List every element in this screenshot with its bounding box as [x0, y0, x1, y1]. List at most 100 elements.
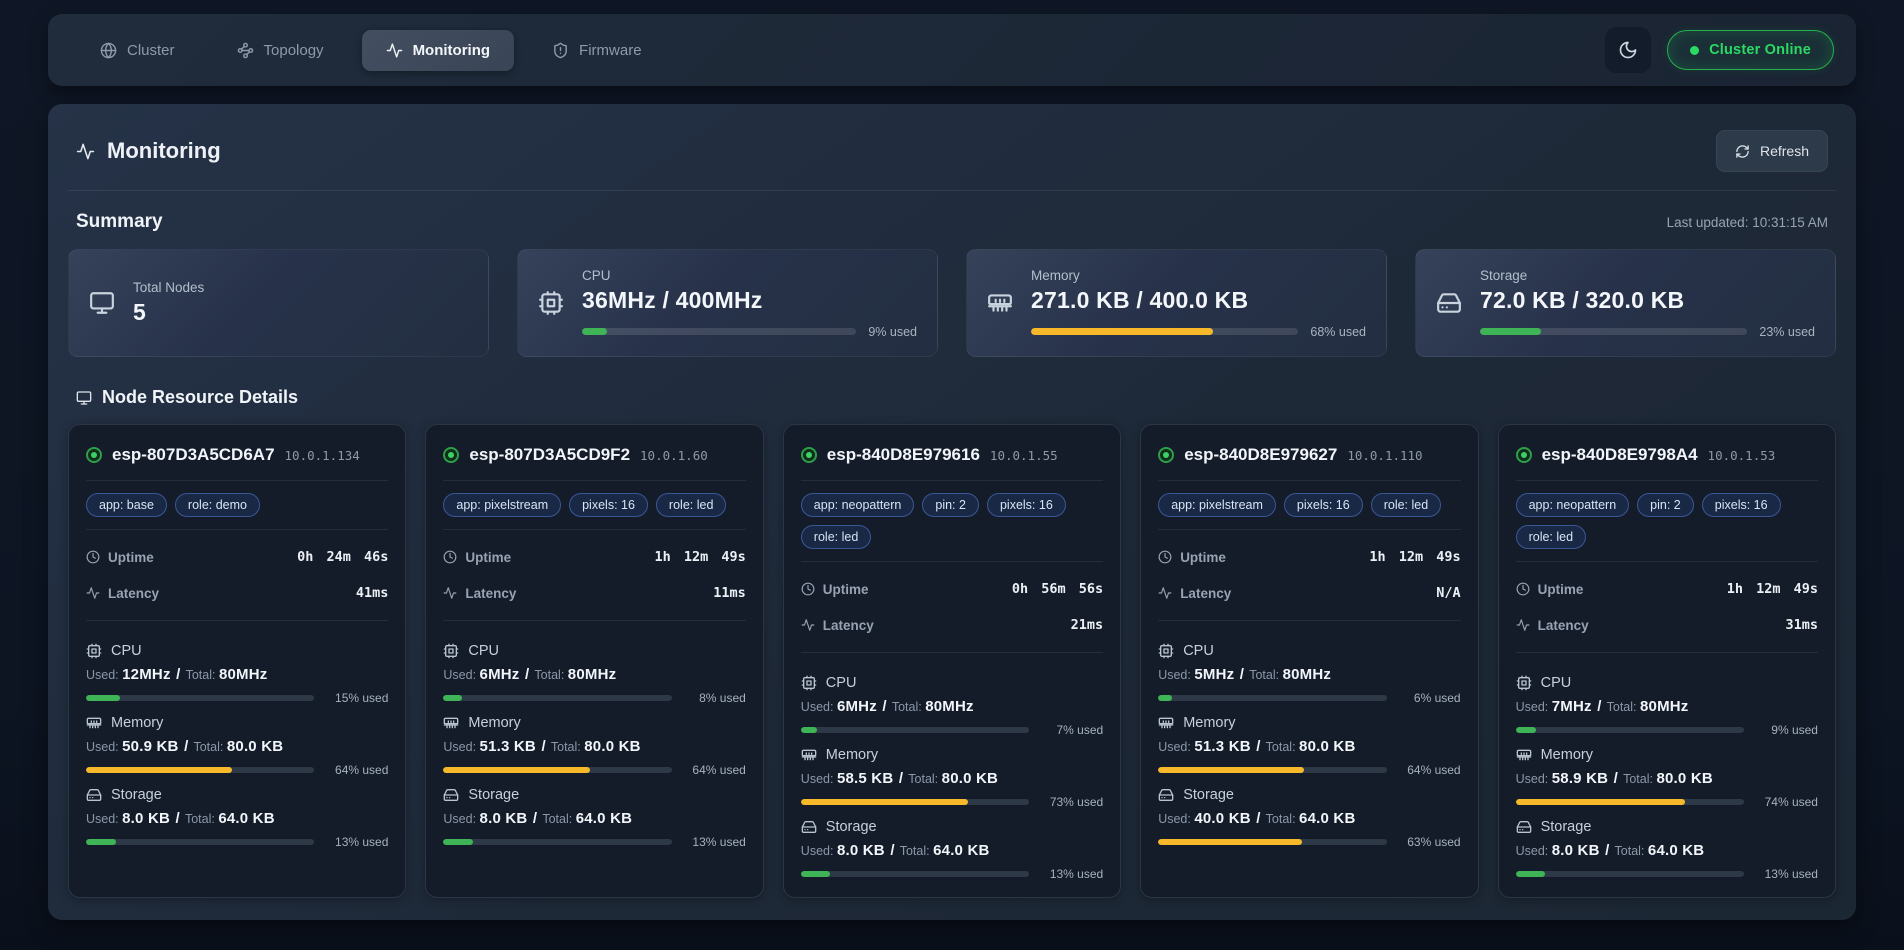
separator: /	[175, 810, 180, 827]
uptime-label: Uptime	[108, 549, 154, 565]
percent-used-label: 8% used	[699, 691, 746, 705]
node-status-icon	[800, 447, 817, 463]
topbar-right: Cluster Online	[1605, 27, 1834, 73]
total-value: 80.0 KB	[1299, 738, 1356, 755]
progress-bar	[582, 328, 857, 335]
divider	[86, 480, 389, 481]
metric-memory: Memory Used: 58.5 KB / Total: 80.0 KB 73…	[800, 747, 1103, 809]
nav-tab-monitoring[interactable]: Monitoring	[361, 29, 515, 71]
latency-value: 11ms	[713, 585, 746, 601]
total-label: Total:	[1265, 740, 1296, 754]
node-metrics: CPU Used: 5MHz / Total: 80MHz 6% used Me…	[1158, 633, 1461, 849]
progress-bar	[1515, 799, 1744, 805]
summary-progress: 9% used	[582, 325, 917, 339]
percent-used-label: 23% used	[1759, 324, 1815, 339]
harddrive-icon	[86, 787, 102, 803]
node-name: esp-807D3A5CD6A7	[112, 445, 275, 464]
node-tag: role: led	[655, 493, 727, 517]
node-tags: app: neopattern pin: 2 pixels: 16 role: led	[800, 493, 1103, 549]
divider	[86, 620, 389, 621]
node-tags: app: pixelstream pixels: 16 role: led	[1158, 493, 1460, 517]
node-tag: pixels: 16	[1283, 493, 1363, 517]
divider	[1158, 620, 1461, 621]
summary-grid: Total Nodes 5 CPU 36MHz / 400MHz 9% used…	[68, 249, 1836, 361]
node-tags: app: pixelstream pixels: 16 role: led	[443, 493, 745, 517]
metric-name: Memory	[111, 715, 164, 731]
used-value: 8.0 KB	[479, 810, 528, 827]
node-tags: app: neopattern pin: 2 pixels: 16 role: led	[1515, 493, 1818, 549]
metric-name: CPU	[111, 643, 142, 659]
percent-used-label: 64% used	[335, 763, 389, 777]
used-value: 7MHz	[1551, 698, 1592, 715]
used-value: 51.3 KB	[1194, 738, 1251, 755]
used-value: 58.9 KB	[1551, 770, 1609, 787]
node-tag: app: pixelstream	[443, 493, 562, 517]
node-name: esp-840D8E979616	[826, 445, 980, 464]
progress-bar	[800, 871, 1030, 877]
cpu-icon	[443, 643, 459, 659]
total-value: 64.0 KB	[1647, 842, 1705, 859]
cpu-icon	[86, 643, 102, 659]
latency-row: Latency 31ms	[1516, 614, 1818, 636]
cluster-status-label: Cluster Online	[1709, 42, 1811, 58]
theme-toggle-button[interactable]	[1605, 27, 1652, 73]
total-label: Total:	[899, 844, 930, 858]
memory-icon	[1158, 715, 1174, 731]
latency-value: 21ms	[1070, 617, 1104, 633]
node-card-header: esp-840D8E979627 10.0.1.110	[1158, 442, 1460, 468]
summary-card-memory: Memory 271.0 KB / 400.0 KB 68% used	[966, 249, 1387, 357]
summary-header: Summary Last updated: 10:31:15 AM	[68, 207, 1836, 233]
node-tag: pixels: 16	[569, 493, 648, 517]
metric-name: CPU	[1183, 643, 1214, 659]
harddrive-icon	[1516, 819, 1532, 835]
node-card: esp-840D8E979616 10.0.1.55 app: neopatte…	[782, 424, 1122, 898]
cpu-icon	[1516, 675, 1532, 691]
node-tag: role: led	[1515, 525, 1587, 549]
activity-icon	[443, 586, 457, 600]
activity-icon	[1516, 618, 1530, 632]
divider	[1158, 529, 1461, 530]
total-value: 80MHz	[567, 666, 617, 683]
nav-tab-cluster[interactable]: Cluster	[76, 30, 199, 71]
metric-name: Memory	[468, 715, 521, 731]
refresh-button[interactable]: Refresh	[1715, 130, 1828, 172]
activity-icon	[86, 586, 100, 600]
monitoring-panel: Monitoring Refresh Summary Last updated:…	[48, 104, 1856, 920]
uptime-value: 1h 12m 49s	[1369, 549, 1461, 565]
uptime-row: Uptime 1h 12m 49s	[1516, 578, 1818, 600]
used-label: Used:	[1158, 740, 1191, 754]
uptime-value: 1h 12m 49s	[1726, 581, 1818, 597]
nav-tab-topology[interactable]: Topology	[213, 30, 348, 71]
metric-memory: Memory Used: 58.9 KB / Total: 80.0 KB 74…	[1515, 747, 1818, 809]
metric-name: Memory	[825, 747, 879, 763]
separator: /	[184, 738, 189, 755]
memory-icon	[443, 715, 459, 731]
nav-tab-firmware[interactable]: Firmware	[528, 30, 666, 71]
uptime-label: Uptime	[1537, 581, 1584, 597]
progress-bar	[86, 839, 315, 845]
node-name: esp-840D8E979627	[1184, 445, 1338, 464]
latency-row: Latency 41ms	[86, 582, 388, 604]
metric-name: Storage	[825, 819, 877, 835]
latency-value: 41ms	[355, 585, 389, 601]
progress-bar	[1515, 727, 1744, 733]
progress-bar	[1158, 695, 1387, 701]
percent-used-label: 15% used	[335, 691, 389, 705]
progress-bar-fill	[1031, 328, 1213, 335]
panel-header: Monitoring Refresh	[68, 124, 1836, 174]
nav-tab-label: Cluster	[127, 41, 175, 59]
node-ip: 10.0.1.134	[284, 447, 360, 463]
summary-card-storage: Storage 72.0 KB / 320.0 KB 23% used	[1415, 249, 1836, 357]
total-label: Total:	[185, 668, 216, 682]
node-ip: 10.0.1.53	[1707, 447, 1776, 463]
total-label: Total:	[891, 700, 922, 714]
cpu-icon	[538, 290, 564, 316]
uptime-row: Uptime 0h 24m 46s	[86, 546, 388, 568]
percent-used-label: 7% used	[1056, 723, 1104, 737]
monitor-icon	[89, 290, 115, 316]
metric-name: CPU	[468, 643, 500, 659]
memory-icon	[86, 715, 102, 731]
used-label: Used:	[443, 812, 477, 826]
node-tags: app: base role: demo	[86, 493, 388, 517]
summary-card-value: 72.0 KB / 320.0 KB	[1480, 286, 1685, 313]
